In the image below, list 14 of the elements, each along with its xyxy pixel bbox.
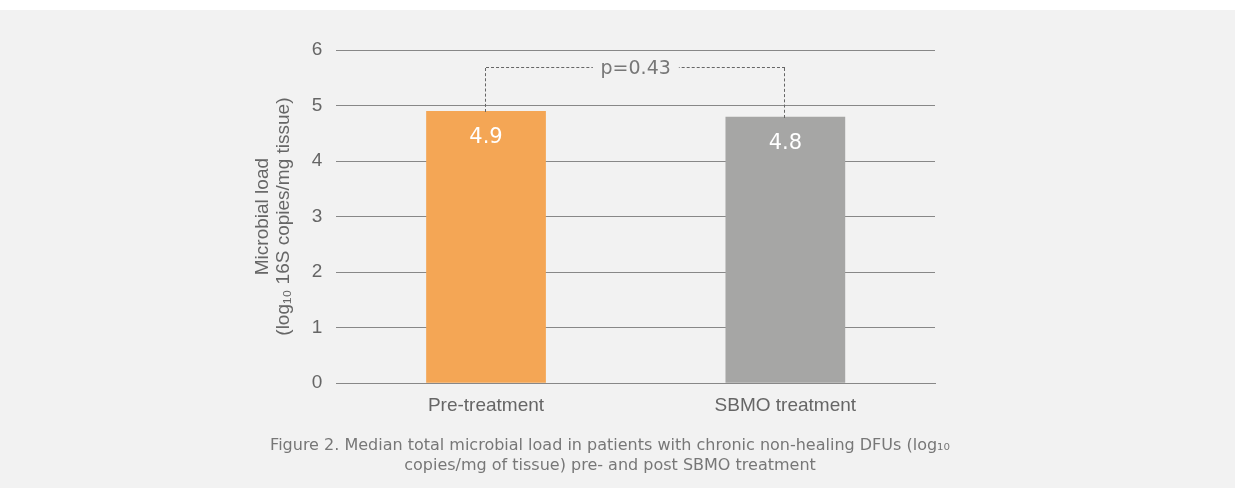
annotation: p=0.43: [592, 56, 679, 78]
caption: Figure 2. Median total microbial load in patients with chronic non-healing DFUs (log₁₀ copies/mg of tissue) pre- and post SBMO treatment: [269, 435, 951, 475]
y-tick-label: 1: [311, 315, 323, 337]
y-tick-label: 0: [311, 371, 323, 393]
x-tick-label: Pre-treatment: [427, 393, 545, 415]
data-label: 4.9: [469, 124, 503, 149]
y-tick-label: 4: [311, 149, 323, 171]
data-label: 4.8: [768, 129, 803, 154]
y-tick-label: 6: [311, 38, 323, 60]
y-axis-title: Microbial load (log₁₀ 16S copies/mg tissue): [250, 97, 293, 336]
x-tick-label: SBMO treatment: [714, 393, 857, 415]
y-tick-label: 5: [311, 93, 323, 115]
y-tick-label: 2: [311, 260, 323, 282]
y-tick-label: 3: [311, 204, 323, 226]
